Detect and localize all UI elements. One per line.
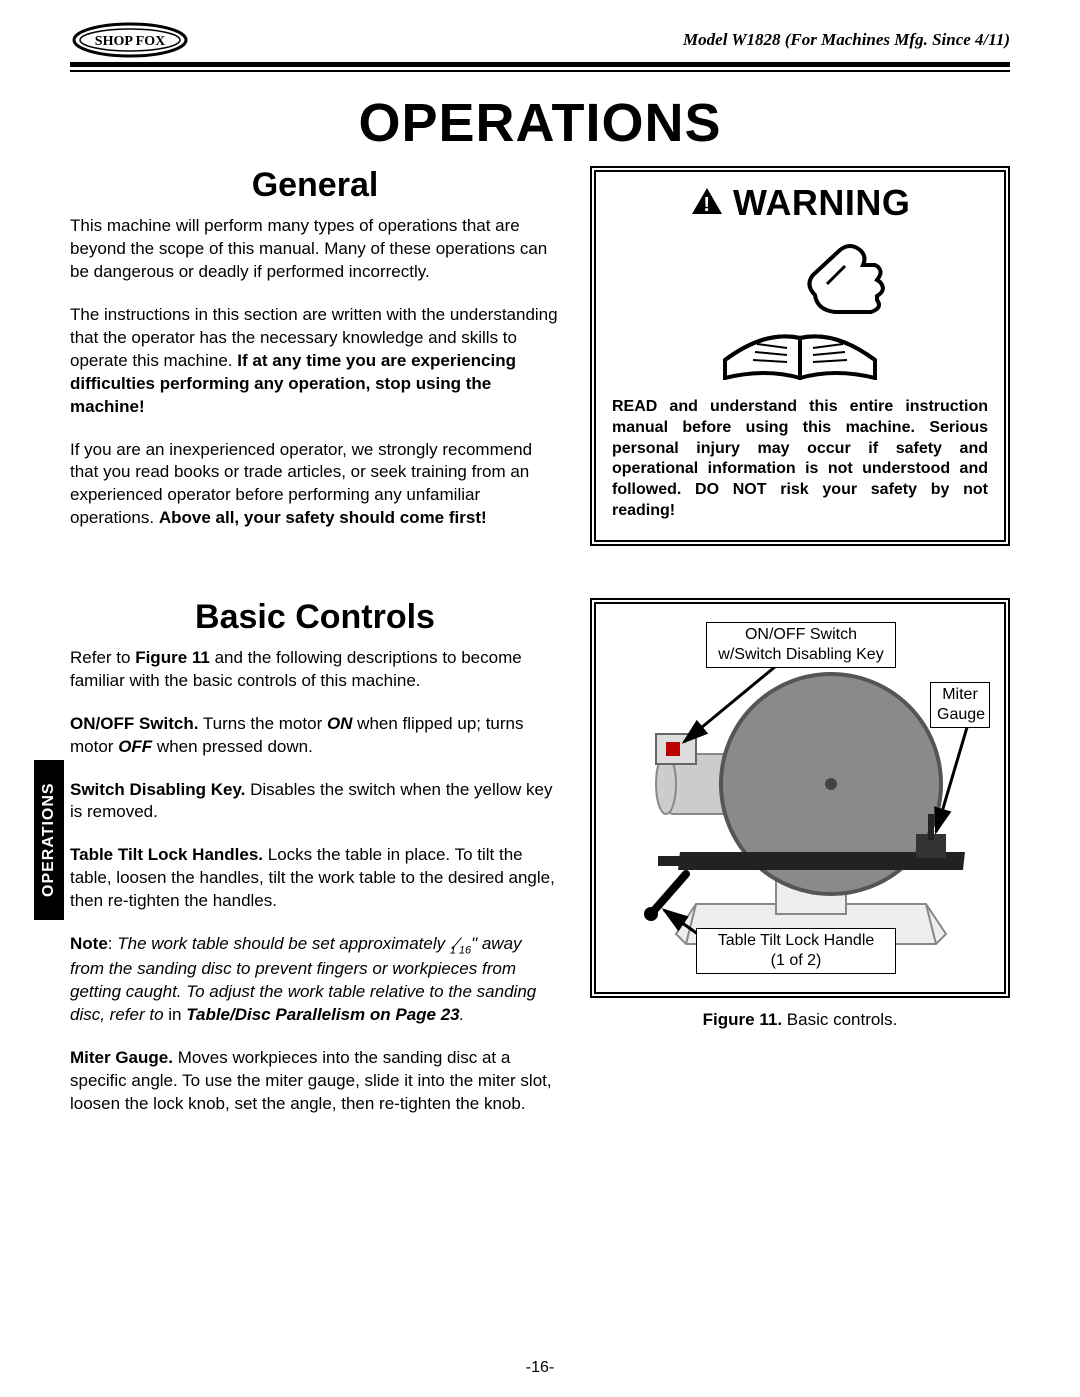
svg-text:SHOP FOX: SHOP FOX bbox=[95, 34, 165, 49]
key-desc: Switch Disabling Key. Disables the switc… bbox=[70, 779, 560, 825]
miter-desc: Miter Gauge. Moves workpieces into the s… bbox=[70, 1047, 560, 1116]
general-p1: This machine will perform many types of … bbox=[70, 215, 560, 284]
note-b: The work table should be set approximate… bbox=[117, 934, 450, 953]
figure-caption-rest: Basic controls. bbox=[782, 1010, 897, 1029]
warning-text: READ and understand this entire instruct… bbox=[612, 397, 988, 522]
fig-label-switch: ON/OFF Switch w/Switch Disabling Key bbox=[706, 622, 896, 668]
onoff-desc: ON/OFF Switch. Turns the motor ON when f… bbox=[70, 713, 560, 759]
fig-tilt-l1: Table Tilt Lock Handle bbox=[718, 932, 875, 949]
fig-label-miter: Miter Gauge bbox=[930, 682, 990, 728]
note-desc: Note: The work table should be set appro… bbox=[70, 933, 560, 1027]
fig-tilt-l2: (1 of 2) bbox=[771, 952, 822, 969]
fig-label-tilt: Table Tilt Lock Handle (1 of 2) bbox=[696, 928, 896, 974]
page-title: OPERATIONS bbox=[70, 92, 1010, 154]
read-manual-icon bbox=[612, 230, 988, 385]
page-number: -16- bbox=[0, 1359, 1080, 1377]
basic-controls-heading: Basic Controls bbox=[70, 598, 560, 637]
basic-intro-b: Figure 11 bbox=[135, 648, 210, 667]
warning-title: ! WARNING bbox=[612, 182, 988, 224]
basic-intro: Refer to Figure 11 and the following des… bbox=[70, 647, 560, 693]
figure-11: ON/OFF Switch w/Switch Disabling Key Mit… bbox=[590, 598, 1010, 998]
onoff-label: ON/OFF Switch. bbox=[70, 714, 198, 733]
warning-triangle-icon: ! bbox=[690, 184, 733, 220]
onoff-a: Turns the motor bbox=[198, 714, 327, 733]
onoff-off: OFF bbox=[118, 737, 152, 756]
fig-miter-l2: Gauge bbox=[937, 706, 985, 723]
warning-box: ! WARNING bbox=[590, 166, 1010, 546]
model-line: Model W1828 (For Machines Mfg. Since 4/1… bbox=[683, 30, 1010, 50]
figure-caption-b: Figure 11. bbox=[703, 1010, 782, 1029]
svg-text:!: ! bbox=[703, 194, 710, 216]
note-label: Note bbox=[70, 934, 108, 953]
fig-miter-l1: Miter bbox=[942, 686, 978, 703]
onoff-on: ON bbox=[327, 714, 353, 733]
general-p3b: Above all, your safety should come first… bbox=[159, 508, 487, 527]
header-rule bbox=[70, 62, 1010, 72]
page-header: SHOP FOX Model W1828 (For Machines Mfg. … bbox=[70, 20, 1010, 60]
note-frac-den: 16 bbox=[459, 945, 471, 957]
warning-title-text: WARNING bbox=[733, 182, 911, 223]
brand-logo: SHOP FOX bbox=[70, 20, 190, 60]
onoff-c: when pressed down. bbox=[152, 737, 313, 756]
general-heading: General bbox=[70, 166, 560, 205]
tilt-desc: Table Tilt Lock Handles. Locks the table… bbox=[70, 844, 560, 913]
general-p3: If you are an inexperienced operator, we… bbox=[70, 439, 560, 531]
note-colon: : bbox=[108, 934, 117, 953]
side-tab: OPERATIONS bbox=[34, 760, 64, 920]
tilt-label: Table Tilt Lock Handles. bbox=[70, 845, 263, 864]
basic-intro-a: Refer to bbox=[70, 648, 135, 667]
key-label: Switch Disabling Key. bbox=[70, 780, 245, 799]
general-p2: The instructions in this section are wri… bbox=[70, 304, 560, 419]
note-d: . bbox=[460, 1005, 465, 1024]
fig-switch-l2: w/Switch Disabling Key bbox=[718, 646, 883, 663]
note-ref: Table/Disc Parallelism on Page 23 bbox=[186, 1005, 459, 1024]
figure-caption: Figure 11. Basic controls. bbox=[590, 1010, 1010, 1030]
miter-label: Miter Gauge. bbox=[70, 1048, 173, 1067]
note-in: in bbox=[168, 1005, 186, 1024]
fig-switch-l1: ON/OFF Switch bbox=[745, 626, 857, 643]
